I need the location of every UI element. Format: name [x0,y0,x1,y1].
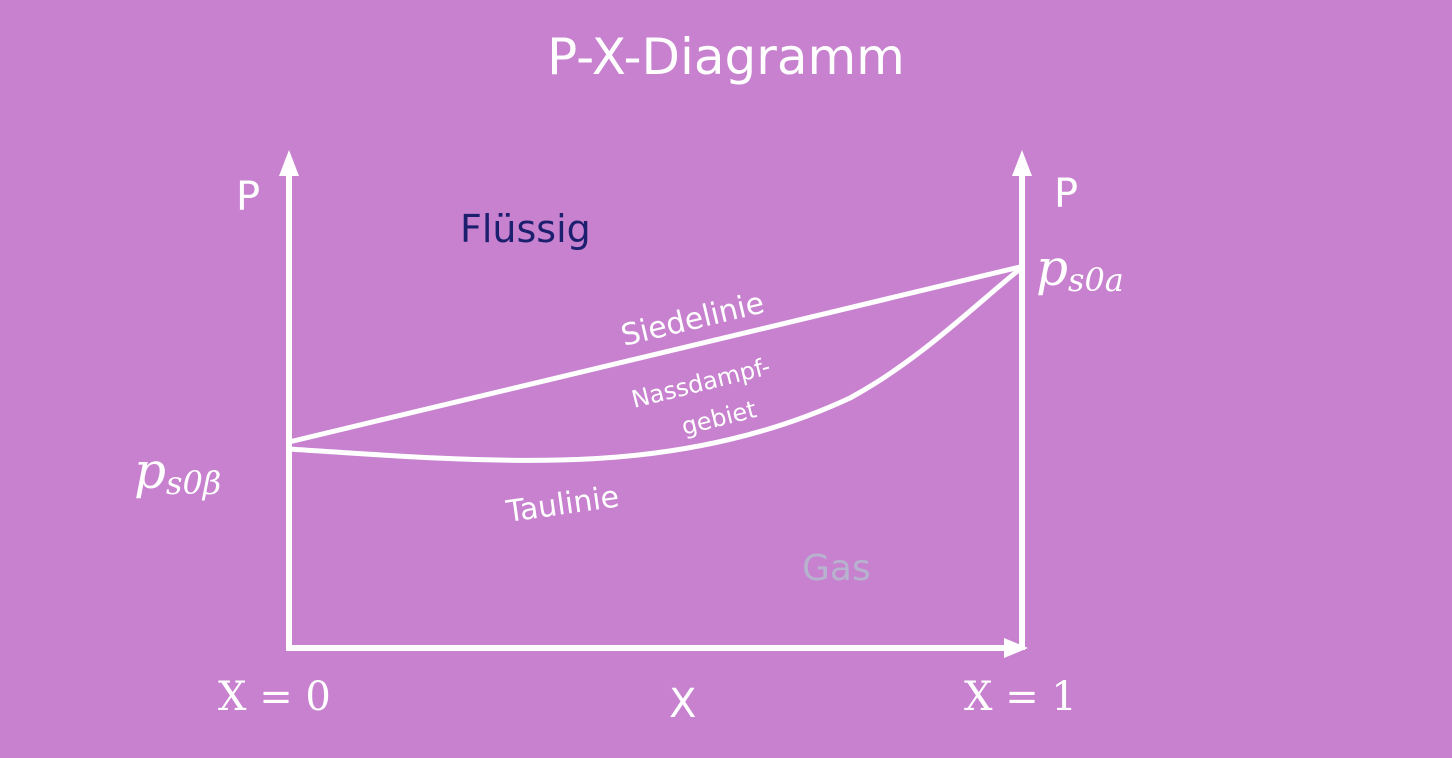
x-axis-arrow-icon [1004,638,1028,658]
y-axis-left-arrow-icon [279,150,299,176]
page-title: P-X-Diagramm [547,28,905,86]
dew-line-label: Taulinie [503,480,621,531]
dew-line [286,266,1023,463]
boiling-line [286,264,1023,445]
y-axis-right-arrow-icon [1012,150,1032,176]
y-axis-left-label: P [236,174,260,220]
x-right-tick-label: X = 1 [964,674,1077,720]
y-axis-right-label: P [1054,171,1078,217]
pressure-left-label: ps0β [134,442,221,502]
x-axis-label: X [669,681,696,727]
gas-region-label: Gas [802,548,871,589]
pressure-right-label: ps0a [1036,239,1124,299]
x-left-tick-label: X = 0 [218,674,331,720]
liquid-region-label: Flüssig [460,207,591,251]
